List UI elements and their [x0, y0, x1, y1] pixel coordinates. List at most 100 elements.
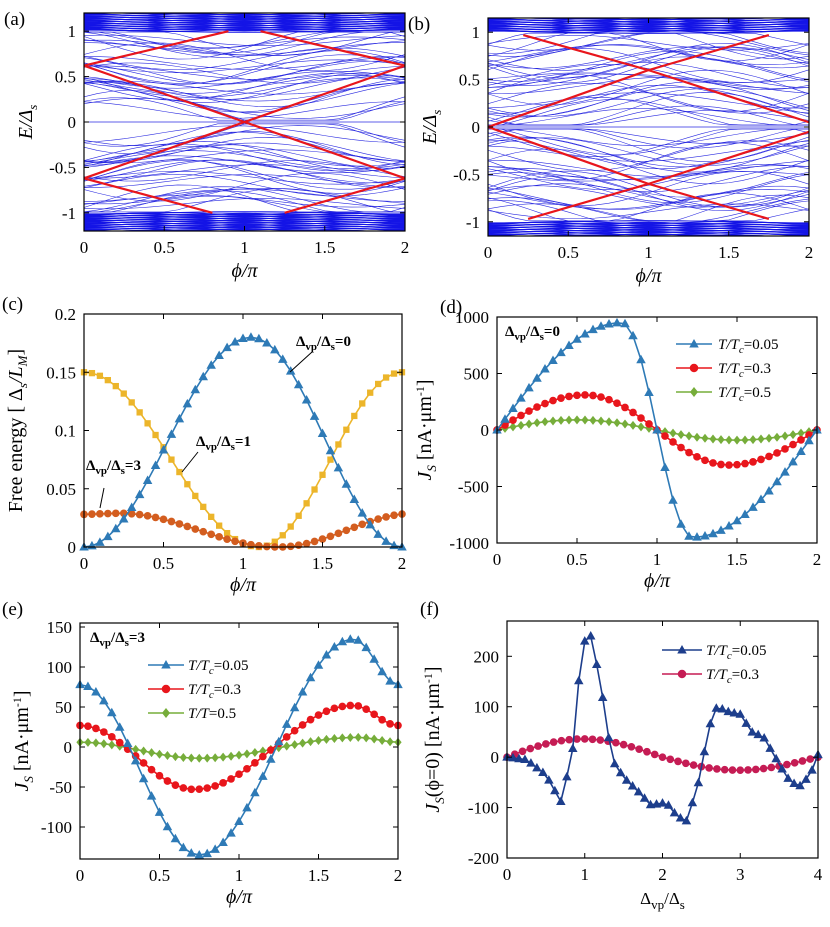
a-level-line [84, 125, 405, 146]
c-series-1-point [136, 409, 143, 416]
d-series-0-point [636, 354, 646, 364]
c-series-3-point [207, 530, 216, 539]
e-series-1-point [107, 733, 116, 741]
d-series-2-point [613, 418, 621, 428]
c-series-3-point [326, 532, 335, 541]
b-red-line [523, 34, 649, 72]
a-band-line [84, 10, 405, 12]
c-series-1-point [88, 369, 96, 377]
f-series-0-point [609, 758, 620, 768]
b-level-line [488, 34, 809, 51]
a-ytick-label: -1 [62, 204, 76, 223]
b-red-line [648, 182, 770, 220]
f-series-0-point [789, 778, 799, 788]
b-level-line [488, 128, 809, 149]
e-panel-label: (e) [2, 599, 23, 620]
e-series-1-point [227, 775, 235, 783]
f-series-0-point [627, 781, 638, 790]
b-level-line [488, 73, 809, 89]
c-series-3-point [334, 529, 343, 538]
e-series-1-point [251, 759, 259, 767]
a-level-line [84, 164, 405, 179]
d-series-1-point [517, 411, 525, 420]
f-ytick-label: 0 [491, 748, 500, 767]
b-band-line [488, 238, 809, 240]
b-level-line [488, 165, 809, 181]
b-red-line [648, 34, 770, 72]
c-series-1-point [382, 374, 390, 381]
a-level-line [84, 149, 405, 164]
f-series-0-point [771, 753, 781, 763]
b-level-line [488, 44, 809, 66]
d-series-2-point [725, 435, 733, 445]
a-level-line [84, 80, 405, 95]
d-xtick-label: 0 [493, 550, 502, 569]
d-series-2-point [517, 420, 525, 430]
a-red-line [244, 120, 405, 180]
a-panel-label: (a) [4, 9, 25, 30]
e-series-2-point [306, 737, 315, 747]
a-level-line [84, 172, 405, 202]
e-xtick-label: 1.5 [308, 866, 329, 885]
e-series-1-point [362, 705, 371, 713]
a-level-line [84, 194, 405, 208]
a-band-line [84, 223, 405, 227]
b-level-line [488, 46, 809, 69]
c-xtick-label: 0 [80, 554, 89, 573]
a-band-line [84, 212, 405, 216]
a-band-line [214, 13, 275, 14]
f-series-1-point [565, 735, 574, 744]
d-series-2-point [765, 433, 773, 443]
d-xtick-label: 1.5 [726, 550, 747, 569]
e-series-2-point [179, 753, 187, 763]
f-xtick-label: 0 [503, 865, 512, 884]
e-series-0-point [250, 787, 260, 797]
c-series-1-point [390, 370, 398, 377]
d-series-1-point [693, 453, 701, 461]
b-level-line [488, 56, 809, 86]
f-xtick-label: 4 [814, 865, 823, 884]
c-series-3-point [167, 517, 176, 526]
a-level-line [84, 31, 405, 54]
a-level-line [84, 143, 405, 172]
e-xtick-label: 1 [235, 866, 244, 885]
b-level-line [488, 32, 809, 62]
e-series-0-point [194, 850, 204, 859]
a-level-line [84, 146, 405, 167]
b-level-line [488, 203, 809, 220]
a-ytick-label: 0.5 [55, 68, 76, 87]
f-ytick-label: 200 [474, 647, 500, 666]
d-series-0-point [604, 319, 614, 328]
c-series-3-point [135, 510, 144, 519]
e-series-1-point [259, 752, 267, 761]
c-series-0-point [222, 342, 232, 352]
f-series-0-point [585, 630, 596, 640]
c-series-1-point [96, 372, 104, 379]
e-series-0-point [274, 736, 284, 746]
e-series-0-point [234, 816, 244, 825]
f-panel-label: (f) [420, 599, 439, 620]
e-series-2-point [283, 741, 291, 751]
a-level-line [84, 77, 405, 98]
c-annotation-1-pointer [181, 451, 199, 473]
d-series-1-point [749, 458, 757, 466]
a-level-line [84, 184, 405, 213]
f-series-0-point [753, 729, 763, 739]
d-series-2-point [757, 434, 765, 444]
d-series-1-point [717, 460, 725, 469]
b-level-line [488, 50, 809, 82]
e-xtick-label: 2 [394, 866, 403, 885]
f-series-0-point [538, 767, 548, 776]
e-series-1-point [306, 715, 315, 724]
panel-f: 0 1 2 3 4 -200 -100 0 100 200 Δvp/Δs JS(ϕ=0) [nA·μm… [420, 599, 823, 912]
c-series-3-point [215, 532, 223, 541]
e-series-0-point [186, 848, 197, 857]
d-series-1-point [525, 407, 533, 415]
e-series-1-point [386, 720, 394, 728]
c-series-0-point [301, 395, 312, 404]
c-series-0-point [278, 354, 288, 363]
a-level-line [84, 125, 405, 143]
b-band-line [488, 237, 809, 239]
f-series-1-point [759, 764, 768, 773]
c-series-0-point [174, 413, 185, 423]
